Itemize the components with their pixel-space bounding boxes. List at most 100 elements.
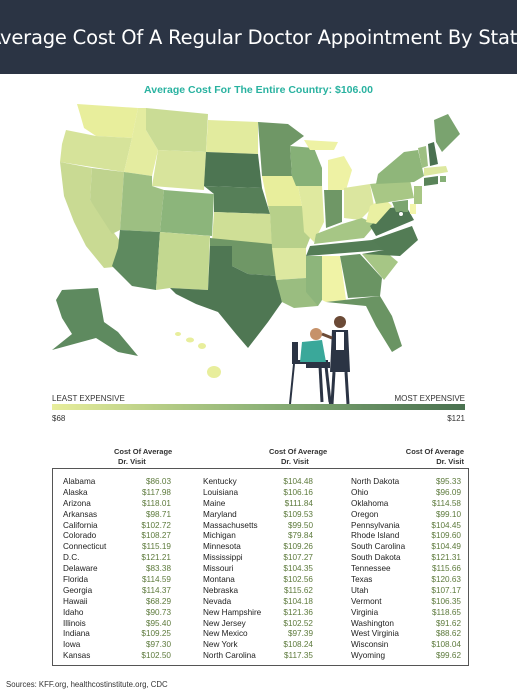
table-row: Wyoming $99.62 xyxy=(351,651,461,662)
legend-max-value: $121 xyxy=(447,414,465,423)
table-row: New Jersey $102.52 xyxy=(203,619,313,630)
state-montana xyxy=(146,108,208,152)
state-cost: $95.33 xyxy=(435,477,461,486)
state-cost: $121.21 xyxy=(141,553,171,563)
state-name: Colorado xyxy=(63,531,97,541)
table-row: Florida $114.59 xyxy=(63,575,171,586)
state-oklahoma xyxy=(210,238,276,276)
state-cost: $83.38 xyxy=(145,564,171,574)
state-cost: $108.27 xyxy=(141,531,171,541)
state-iowa xyxy=(262,176,302,206)
state-florida xyxy=(326,296,402,352)
state-cost: $114.37 xyxy=(142,585,171,595)
table-row: New Mexico $97.39 xyxy=(203,629,313,640)
table-row: Washington $91.62 xyxy=(351,619,461,630)
state-cost: $68.29 xyxy=(145,596,171,606)
state-cost: $109.53 xyxy=(283,509,313,519)
state-nebraska xyxy=(204,186,270,214)
table-row: Rhode Island $109.60 xyxy=(351,531,461,542)
state-cost: $104.45 xyxy=(431,520,461,530)
state-name: New Mexico xyxy=(203,629,248,639)
state-name: Virginia xyxy=(351,607,379,617)
state-cost: $117.98 xyxy=(142,487,171,497)
state-name: Wisconsin xyxy=(351,640,389,650)
state-cost: $109.25 xyxy=(141,629,171,639)
state-name: Alaska xyxy=(63,487,88,497)
state-maryland xyxy=(392,200,408,212)
table-row: Maryland $109.53 xyxy=(203,510,313,521)
table-row: Vermont $106.35 xyxy=(351,597,461,608)
state-name: West Virginia xyxy=(351,629,399,639)
table-row: Georgia $114.37 xyxy=(63,586,171,597)
state-oregon xyxy=(60,130,132,172)
table-row: Delaware $83.38 xyxy=(63,564,171,575)
state-arkansas xyxy=(272,248,306,280)
state-pennsylvania xyxy=(370,180,414,204)
state-cost: $121.31 xyxy=(431,553,461,563)
state-connecticut xyxy=(424,176,438,186)
state-hawaii-1 xyxy=(175,332,181,336)
table-row: Oregon $99.10 xyxy=(351,510,461,521)
table-row: Alaska $117.98 xyxy=(63,488,171,499)
table-row: New Hampshire $121.36 xyxy=(203,608,313,619)
state-name: South Carolina xyxy=(351,542,406,552)
legend-gradient-bar xyxy=(52,404,465,410)
state-texas xyxy=(170,246,282,348)
state-cost: $97.30 xyxy=(145,640,171,650)
state-name: Oregon xyxy=(351,509,379,519)
page-title: Average Cost Of A Regular Doctor Appoint… xyxy=(0,25,517,49)
state-cost: $121.36 xyxy=(283,607,313,617)
table-row: Indiana $109.25 xyxy=(63,629,171,640)
state-cost: $114.59 xyxy=(142,575,171,585)
state-cost: $107.27 xyxy=(283,553,313,563)
state-name: Texas xyxy=(351,575,373,585)
legend-least-label: LEAST EXPENSIVE xyxy=(52,394,125,403)
state-nevada xyxy=(90,168,124,234)
table-row: Michigan $79.84 xyxy=(203,531,313,542)
table-row: Arizona $118.01 xyxy=(63,499,171,510)
column-header-2: Cost Of Average Dr. Visit xyxy=(269,447,328,466)
state-name: Tennessee xyxy=(351,564,391,574)
state-arizona xyxy=(112,230,160,290)
sources-note: Sources: KFF.org, healthcostinstitute.or… xyxy=(6,680,168,689)
table-row: Illinois $95.40 xyxy=(63,619,171,630)
table-row: West Virginia $88.62 xyxy=(351,629,461,640)
state-name: Maine xyxy=(203,498,226,508)
state-california xyxy=(60,162,128,268)
state-cost: $88.62 xyxy=(435,629,461,639)
state-cost: $99.10 xyxy=(435,509,461,519)
state-cost: $91.62 xyxy=(435,618,461,628)
state-cost: $118.01 xyxy=(142,498,171,508)
table-row: Connecticut $115.19 xyxy=(63,542,171,553)
table-row: Ohio $96.09 xyxy=(351,488,461,499)
state-name: Florida xyxy=(63,575,89,585)
state-cost: $86.03 xyxy=(145,477,171,486)
state-louisiana xyxy=(276,278,318,308)
state-hawaii-3 xyxy=(198,343,206,349)
state-name: Missouri xyxy=(203,564,234,574)
legend-min-value: $68 xyxy=(52,414,66,423)
state-cost: $102.50 xyxy=(141,651,171,661)
state-cost: $104.49 xyxy=(431,542,461,552)
table-row: Oklahoma $114.58 xyxy=(351,499,461,510)
column-header-3: Cost Of Average Dr. Visit xyxy=(405,447,464,466)
table-row: Texas $120.63 xyxy=(351,575,461,586)
state-name: Montana xyxy=(203,575,235,585)
table-row: South Dakota $121.31 xyxy=(351,553,461,564)
state-hawaii-2 xyxy=(186,337,194,343)
state-cost: $120.63 xyxy=(431,575,461,585)
table-row: Kansas $102.50 xyxy=(63,651,171,662)
state-name: Delaware xyxy=(63,564,98,574)
state-new-york xyxy=(376,150,424,184)
state-name: Kentucky xyxy=(203,477,237,486)
state-michigan-upper xyxy=(304,140,338,150)
state-cost: $90.73 xyxy=(145,607,171,617)
state-cost: $115.62 xyxy=(284,585,313,595)
state-michigan xyxy=(328,156,352,190)
table-row: Virginia $118.65 xyxy=(351,608,461,619)
state-mississippi xyxy=(306,256,322,306)
state-cost: $108.04 xyxy=(431,640,461,650)
column-header-1: Cost Of Average Dr. Visit xyxy=(114,447,173,466)
table-row: Minnesota $109.26 xyxy=(203,542,313,553)
state-massachusetts xyxy=(424,166,448,176)
